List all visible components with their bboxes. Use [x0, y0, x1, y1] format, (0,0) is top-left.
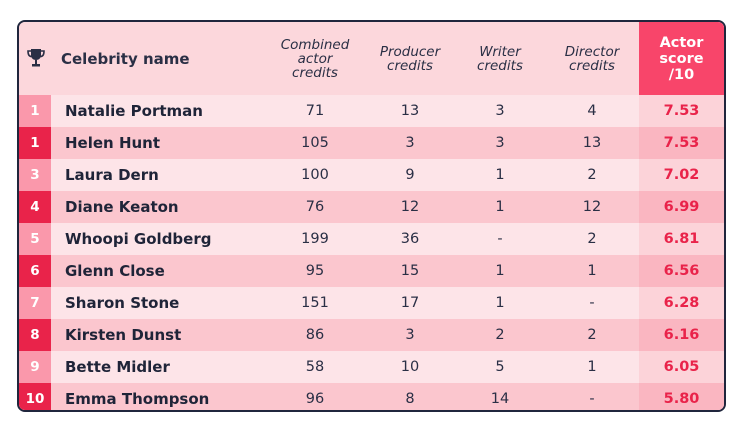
director-credits-cell: 2 — [587, 167, 597, 183]
producer-credits-cell: 12 — [400, 199, 420, 215]
header-writer-credits: Writer credits — [477, 43, 523, 74]
header-celebrity-name: Celebrity name — [61, 49, 190, 68]
actor-score-cell: 6.99 — [639, 191, 724, 223]
header-producer-credits: Producer credits — [379, 43, 441, 74]
rank-badge: 7 — [19, 287, 51, 319]
actor-score-cell: 6.81 — [639, 223, 724, 255]
celebrity-name-cell: Helen Hunt — [65, 134, 161, 152]
producer-credits-cell: 9 — [405, 167, 415, 183]
actor-credits-cell: 71 — [305, 103, 325, 119]
writer-credits-cell: 5 — [495, 359, 505, 375]
table-header: Celebrity name Combined actor credits Pr… — [19, 22, 724, 95]
producer-credits-cell: 13 — [400, 103, 420, 119]
producer-credits-cell: 8 — [405, 391, 415, 407]
director-credits-cell: 4 — [587, 103, 597, 119]
table-row: 9 Bette Midler 58 10 5 1 6.05 — [19, 351, 724, 383]
actor-score-cell: 6.16 — [639, 319, 724, 351]
writer-credits-cell: 1 — [495, 295, 505, 311]
celebrity-name-cell: Diane Keaton — [65, 198, 179, 216]
celebrity-name-cell: Whoopi Goldberg — [65, 230, 212, 248]
director-credits-cell: 12 — [582, 199, 602, 215]
table-row: 1 Helen Hunt 105 3 3 13 7.53 — [19, 127, 724, 159]
writer-credits-cell: 1 — [495, 199, 505, 215]
actor-score-cell: 7.53 — [639, 95, 724, 127]
celebrity-name-cell: Emma Thompson — [65, 390, 210, 408]
rank-badge: 10 — [19, 383, 51, 410]
actor-credits-cell: 58 — [305, 359, 325, 375]
table-row: 3 Laura Dern 100 9 1 2 7.02 — [19, 159, 724, 191]
celebrity-name-cell: Glenn Close — [65, 262, 165, 280]
rank-badge: 9 — [19, 351, 51, 383]
writer-credits-cell: 1 — [495, 263, 505, 279]
rank-badge: 1 — [19, 127, 51, 159]
rank-badge: 4 — [19, 191, 51, 223]
rank-badge: 1 — [19, 95, 51, 127]
director-credits-cell: - — [589, 295, 595, 311]
rank-badge: 5 — [19, 223, 51, 255]
actor-score-cell: 6.05 — [639, 351, 724, 383]
director-credits-cell: 2 — [587, 327, 597, 343]
rank-badge: 6 — [19, 255, 51, 287]
celebrity-name-cell: Natalie Portman — [65, 102, 203, 120]
writer-credits-cell: 2 — [495, 327, 505, 343]
director-credits-cell: - — [589, 391, 595, 407]
actor-credits-cell: 100 — [301, 167, 329, 183]
producer-credits-cell: 3 — [405, 135, 415, 151]
producer-credits-cell: 36 — [400, 231, 420, 247]
actor-credits-cell: 199 — [301, 231, 329, 247]
trophy-icon — [27, 49, 45, 67]
celebrity-name-cell: Bette Midler — [65, 358, 170, 376]
writer-credits-cell: 3 — [495, 103, 505, 119]
actor-credits-cell: 86 — [305, 327, 325, 343]
celebrity-name-cell: Kirsten Dunst — [65, 326, 182, 344]
director-credits-cell: 1 — [587, 359, 597, 375]
writer-credits-cell: 1 — [495, 167, 505, 183]
header-actor-credits: Combined actor credits — [280, 36, 350, 81]
writer-credits-cell: 14 — [490, 391, 510, 407]
table-row: 10 Emma Thompson 96 8 14 - 5.80 — [19, 383, 724, 410]
actor-credits-cell: 95 — [305, 263, 325, 279]
table-row: 6 Glenn Close 95 15 1 1 6.56 — [19, 255, 724, 287]
actor-score-cell: 7.02 — [639, 159, 724, 191]
producer-credits-cell: 3 — [405, 327, 415, 343]
actor-score-cell: 6.56 — [639, 255, 724, 287]
writer-credits-cell: - — [497, 231, 503, 247]
producer-credits-cell: 10 — [400, 359, 420, 375]
rank-badge: 3 — [19, 159, 51, 191]
director-credits-cell: 1 — [587, 263, 597, 279]
celebrity-name-cell: Laura Dern — [65, 166, 159, 184]
table-row: 8 Kirsten Dunst 86 3 2 2 6.16 — [19, 319, 724, 351]
actor-credits-cell: 76 — [305, 199, 325, 215]
producer-credits-cell: 17 — [400, 295, 420, 311]
actor-credits-cell: 105 — [301, 135, 329, 151]
table-row: 1 Natalie Portman 71 13 3 4 7.53 — [19, 95, 724, 127]
actor-score-cell: 7.53 — [639, 127, 724, 159]
ranking-table: Celebrity name Combined actor credits Pr… — [17, 20, 726, 412]
director-credits-cell: 2 — [587, 231, 597, 247]
producer-credits-cell: 15 — [400, 263, 420, 279]
header-actor-score: Actor score /10 — [639, 22, 724, 95]
actor-score-cell: 5.80 — [639, 383, 724, 410]
rank-badge: 8 — [19, 319, 51, 351]
actor-credits-cell: 151 — [301, 295, 329, 311]
actor-score-cell: 6.28 — [639, 287, 724, 319]
header-director-credits: Director credits — [564, 43, 620, 74]
actor-credits-cell: 96 — [305, 391, 325, 407]
table-row: 7 Sharon Stone 151 17 1 - 6.28 — [19, 287, 724, 319]
table-row: 4 Diane Keaton 76 12 1 12 6.99 — [19, 191, 724, 223]
table-row: 5 Whoopi Goldberg 199 36 - 2 6.81 — [19, 223, 724, 255]
celebrity-name-cell: Sharon Stone — [65, 294, 180, 312]
director-credits-cell: 13 — [582, 135, 602, 151]
writer-credits-cell: 3 — [495, 135, 505, 151]
